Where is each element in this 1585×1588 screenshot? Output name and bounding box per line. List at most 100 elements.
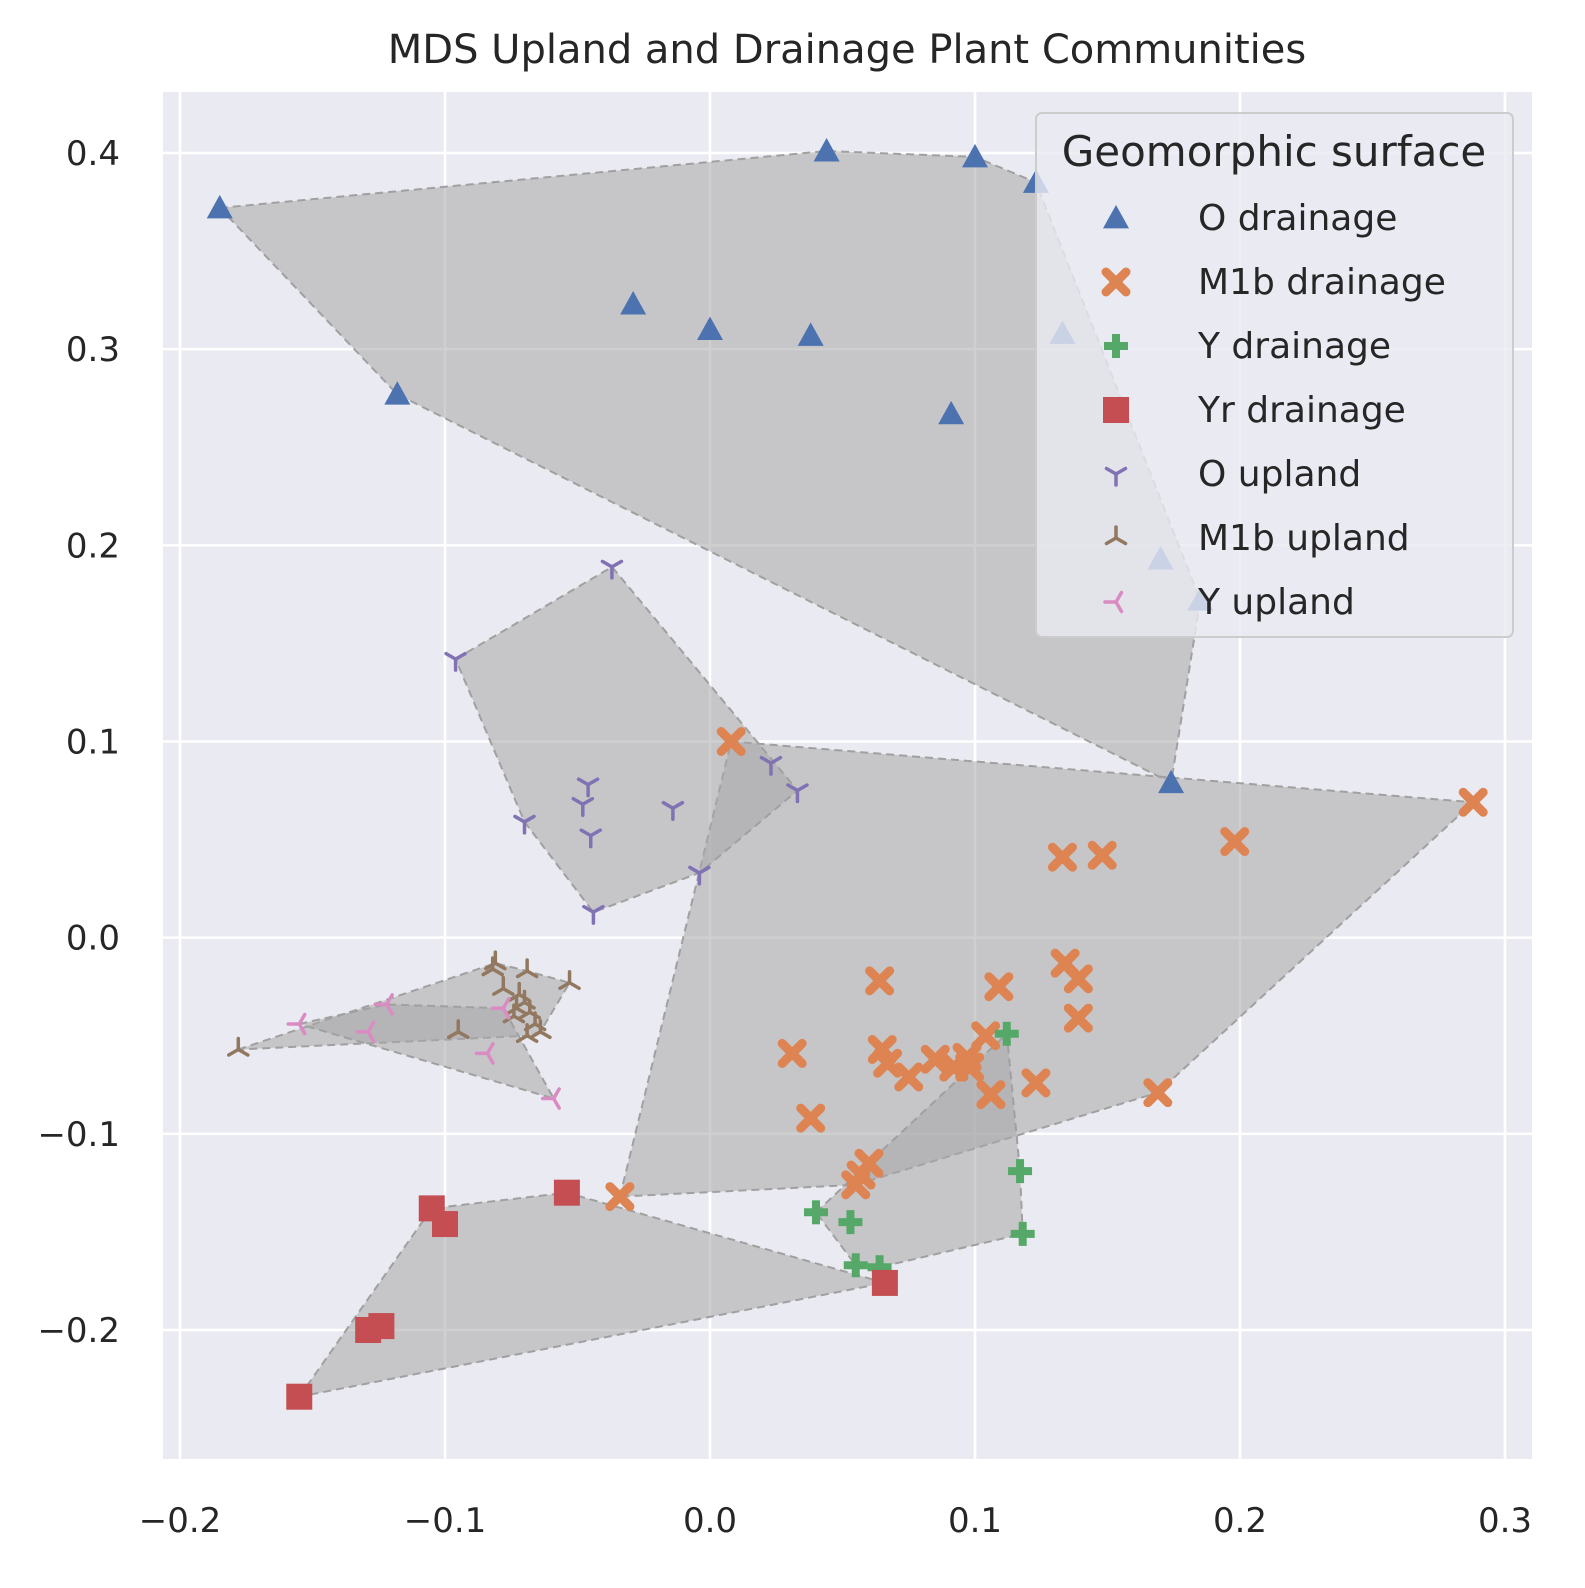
point-m1b-upland: [492, 975, 515, 996]
hull-o-drainage: [217, 149, 1202, 785]
point-m1b-upland: [515, 958, 539, 979]
point-m1b-upland: [515, 1023, 539, 1043]
point-yr-drainage: [432, 1211, 458, 1238]
point-o-upland: [786, 783, 809, 804]
point-m1b-drainage: [873, 1048, 903, 1078]
point-o-drainage: [697, 316, 723, 340]
point-o-drainage: [206, 194, 233, 219]
point-o-drainage: [938, 400, 965, 425]
x-tick-label: −0.2: [139, 1501, 222, 1541]
point-m1b-upland: [446, 1019, 470, 1040]
y-axis-ticks: −0.2 −0.1 0.0 0.1 0.2 0.3 0.4: [37, 134, 120, 1351]
legend-title: Geomorphic surface: [1062, 127, 1487, 176]
point-o-upland: [600, 559, 624, 580]
point-m1b-drainage: [777, 1038, 807, 1068]
point-o-drainage: [797, 322, 824, 346]
point-yr-drainage: [553, 1179, 580, 1206]
point-m1b-drainage: [894, 1062, 924, 1092]
point-o-upland: [688, 865, 711, 886]
point-m1b-upland: [558, 970, 581, 991]
legend-label-y-upland: Y upland: [1197, 582, 1355, 623]
legend-label-o-upland: O upland: [1198, 454, 1361, 495]
point-m1b-drainage: [796, 1103, 826, 1133]
point-m1b-drainage: [605, 1182, 635, 1212]
point-y-drainage: [994, 1021, 1019, 1046]
legend-marker-o-drainage: [1103, 205, 1129, 229]
point-o-upland: [759, 755, 783, 776]
point-o-upland: [661, 800, 685, 821]
point-y-drainage: [1010, 1221, 1035, 1246]
point-m1b-drainage: [1087, 840, 1117, 870]
legend-label-m1b-upland: M1b upland: [1198, 518, 1410, 559]
legend-label-m1b-drainage: M1b drainage: [1198, 262, 1446, 303]
point-y-upland: [373, 993, 394, 1016]
point-o-drainage: [1158, 769, 1185, 794]
point-m1b-drainage: [984, 972, 1014, 1002]
x-axis-ticks: −0.2 −0.1 0.0 0.1 0.2 0.3: [139, 1501, 1532, 1541]
legend-marker-o-upland: [1104, 466, 1128, 487]
x-tick-label: 0.1: [948, 1501, 1002, 1541]
legend-items: O drainage M1b drainage Y drainage Yr drain…: [1101, 198, 1446, 623]
y-tick-label: 0.2: [66, 526, 120, 566]
legend-label-y-drainage: Y drainage: [1197, 326, 1391, 367]
point-m1b-drainage: [1143, 1078, 1173, 1108]
point-o-upland: [513, 814, 536, 835]
point-m1b-drainage: [955, 1052, 985, 1082]
point-m1b-drainage: [971, 1021, 1001, 1051]
point-y-upland: [490, 997, 511, 1020]
legend-marker-y-drainage: [1104, 334, 1128, 358]
legend-marker-m1b-upland: [1104, 525, 1128, 546]
point-m1b-drainage: [1047, 842, 1077, 872]
chart-title: MDS Upland and Drainage Plant Communitie…: [388, 27, 1306, 73]
y-tick-label: 0.1: [66, 723, 120, 763]
point-m1b-drainage: [976, 1080, 1006, 1110]
point-o-upland: [576, 777, 600, 798]
point-m1b-upland: [529, 1019, 552, 1040]
point-o-drainage: [384, 381, 411, 405]
hull-y-upland: [295, 1003, 556, 1101]
point-o-drainage: [962, 143, 988, 168]
legend-box: [1035, 112, 1514, 638]
legend-marker-y-upland: [1103, 590, 1124, 614]
point-o-upland: [571, 797, 595, 818]
point-o-drainage: [620, 291, 647, 315]
point-y-drainage: [804, 1200, 828, 1225]
point-m1b-drainage: [716, 727, 746, 756]
x-tick-label: 0.0: [683, 1501, 737, 1541]
point-m1b-upland: [227, 1036, 250, 1057]
point-m1b-drainage: [1063, 1003, 1093, 1033]
point-m1b-upland: [481, 956, 504, 977]
point-o-upland: [579, 828, 603, 849]
point-o-drainage: [813, 138, 840, 162]
y-tick-label: −0.2: [37, 1311, 120, 1351]
point-y-drainage: [843, 1253, 868, 1278]
point-y-upland: [355, 1020, 376, 1044]
y-tick-label: 0.4: [66, 134, 120, 174]
y-tick-label: 0.3: [66, 330, 120, 370]
legend-label-yr-drainage: Yr drainage: [1197, 390, 1406, 431]
legend-marker-m1b-drainage: [1101, 267, 1131, 297]
point-y-drainage: [838, 1210, 863, 1235]
point-y-drainage: [1008, 1159, 1033, 1184]
point-m1b-drainage: [1063, 964, 1093, 994]
point-m1b-drainage: [1458, 787, 1488, 817]
legend: Geomorphic surface O drainage M1b drainag…: [1035, 112, 1514, 638]
x-tick-label: −0.1: [404, 1501, 487, 1541]
point-yr-drainage: [368, 1313, 395, 1340]
point-yr-drainage: [871, 1269, 898, 1296]
point-m1b-drainage: [841, 1170, 871, 1200]
legend-label-o-drainage: O drainage: [1198, 198, 1397, 239]
point-m1b-drainage: [920, 1044, 950, 1074]
point-y-upland: [286, 1012, 307, 1036]
point-y-upland: [540, 1087, 561, 1110]
x-tick-label: 0.2: [1213, 1501, 1267, 1541]
legend-marker-yr-drainage: [1103, 397, 1129, 423]
point-m1b-drainage: [1220, 827, 1250, 857]
y-tick-label: −0.1: [37, 1115, 120, 1155]
point-m1b-drainage: [1021, 1068, 1051, 1098]
point-o-upland: [582, 904, 605, 925]
x-tick-label: 0.3: [1478, 1501, 1532, 1541]
point-m1b-drainage: [865, 966, 895, 996]
point-y-upland: [474, 1042, 495, 1065]
